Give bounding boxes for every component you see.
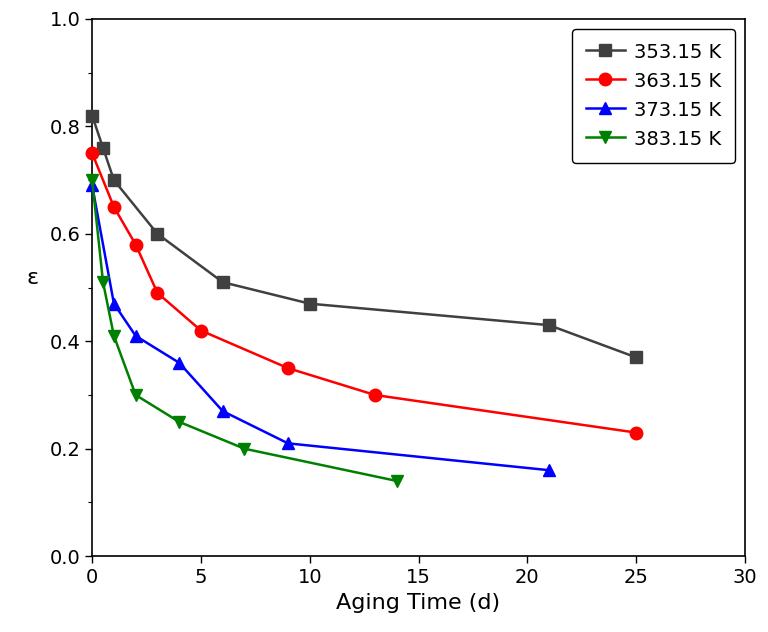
363.15 K (88, 150, 97, 157)
383.15 K (240, 445, 249, 453)
363.15 K (153, 289, 162, 297)
373.15 K (283, 440, 293, 447)
353.15 K (98, 144, 108, 152)
363.15 K (197, 327, 206, 334)
373.15 K (88, 182, 97, 190)
383.15 K (174, 418, 184, 426)
363.15 K (283, 364, 293, 372)
353.15 K (109, 176, 118, 184)
Line: 353.15 K: 353.15 K (86, 109, 642, 363)
383.15 K (392, 477, 402, 485)
383.15 K (131, 391, 141, 399)
Legend: 353.15 K, 363.15 K, 373.15 K, 383.15 K: 353.15 K, 363.15 K, 373.15 K, 383.15 K (572, 28, 735, 162)
353.15 K (545, 321, 554, 329)
363.15 K (370, 391, 379, 399)
Line: 373.15 K: 373.15 K (86, 179, 555, 477)
373.15 K (109, 300, 118, 308)
353.15 K (631, 354, 641, 362)
353.15 K (218, 278, 227, 286)
363.15 K (109, 204, 118, 211)
Y-axis label: ε: ε (27, 267, 39, 288)
X-axis label: Aging Time (d): Aging Time (d) (336, 593, 501, 612)
Line: 363.15 K: 363.15 K (86, 147, 642, 439)
373.15 K (218, 408, 227, 415)
353.15 K (153, 230, 162, 238)
373.15 K (545, 466, 554, 474)
353.15 K (88, 112, 97, 119)
Line: 383.15 K: 383.15 K (86, 174, 403, 487)
353.15 K (305, 300, 314, 308)
383.15 K (109, 332, 118, 340)
373.15 K (174, 359, 184, 367)
383.15 K (98, 278, 108, 286)
373.15 K (131, 332, 141, 340)
383.15 K (88, 176, 97, 184)
363.15 K (631, 429, 641, 437)
363.15 K (131, 241, 141, 248)
